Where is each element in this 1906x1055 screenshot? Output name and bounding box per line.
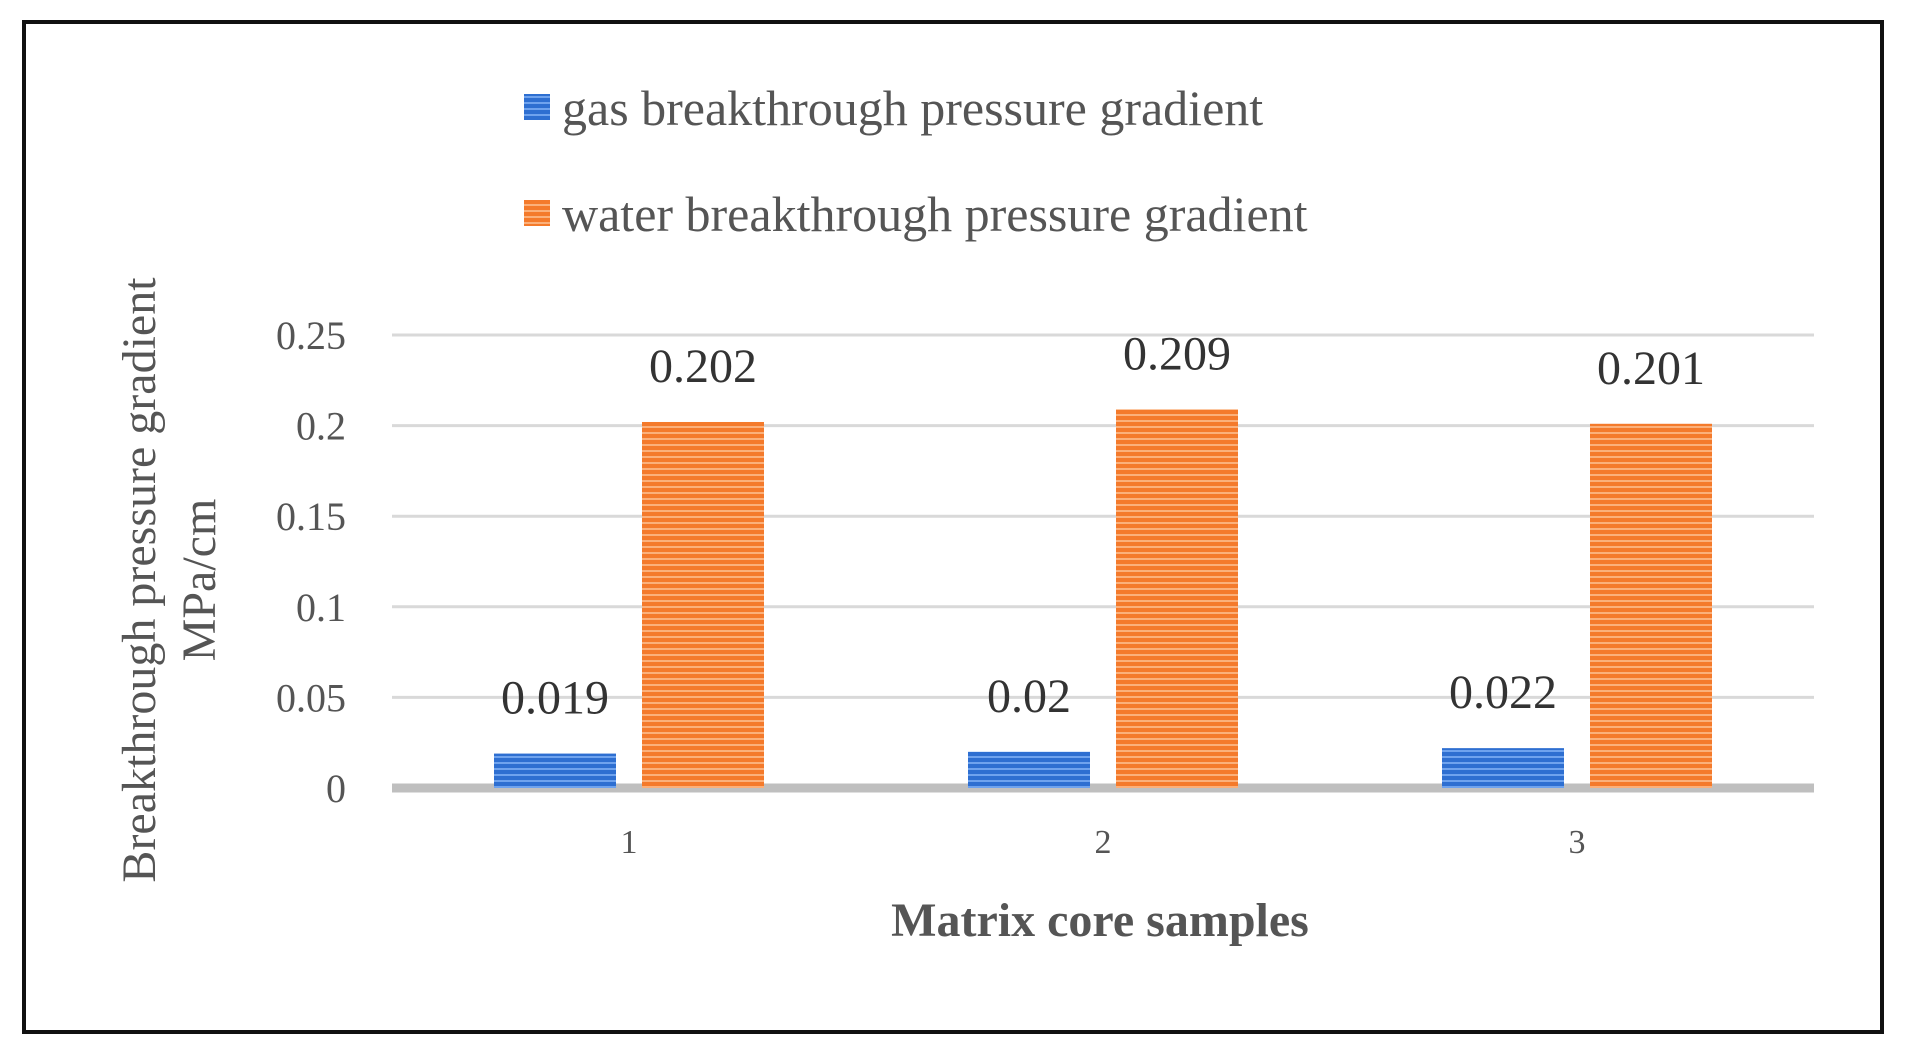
y-axis-title: Breakthrough pressure gradient MPa/cm — [113, 277, 226, 883]
data-label-water-3: 0.201 — [1597, 342, 1705, 395]
legend-label-gas: gas breakthrough pressure gradient — [562, 80, 1263, 136]
legend-swatch-gas — [524, 94, 550, 120]
bar-water-1 — [642, 421, 764, 788]
y-tick-label: 0.1 — [296, 585, 346, 630]
data-label-water-1: 0.202 — [649, 340, 757, 393]
bar-water-2 — [1116, 409, 1238, 788]
legend-item-water: water breakthrough pressure gradient — [524, 186, 1308, 242]
bar-gas-2 — [968, 751, 1090, 788]
data-label-gas-1: 0.019 — [501, 672, 609, 725]
data-label-gas-3: 0.022 — [1449, 666, 1557, 719]
legend: gas breakthrough pressure gradient water… — [524, 80, 1308, 242]
x-axis-ticks: 1 2 3 — [621, 824, 1586, 861]
y-axis-title-line-1: Breakthrough pressure gradient — [113, 277, 166, 883]
chart-frame — [22, 20, 1884, 1034]
gridlines — [392, 333, 1814, 793]
y-axis-ticks: 0 0.05 0.1 0.15 0.2 0.25 — [276, 313, 346, 811]
data-labels: 0.019 0.202 0.02 0.209 0.022 0.201 — [501, 327, 1705, 724]
bar-water-3 — [1590, 423, 1712, 788]
data-label-gas-2: 0.02 — [987, 670, 1071, 723]
x-tick-label: 3 — [1569, 824, 1586, 861]
bar-gas-3 — [1442, 748, 1564, 788]
y-tick-label: 0.2 — [296, 404, 346, 449]
y-tick-label: 0 — [326, 766, 346, 811]
x-tick-label: 1 — [621, 824, 638, 861]
legend-label-water: water breakthrough pressure gradient — [562, 186, 1308, 242]
y-tick-label: 0.25 — [276, 313, 346, 358]
data-label-water-2: 0.209 — [1123, 327, 1231, 380]
y-tick-label: 0.15 — [276, 494, 346, 539]
legend-swatch-water — [524, 200, 550, 226]
x-tick-label: 2 — [1095, 824, 1112, 861]
bars — [494, 409, 1712, 788]
y-tick-label: 0.05 — [276, 675, 346, 720]
x-axis-title: Matrix core samples — [891, 894, 1309, 947]
y-axis-title-line-2: MPa/cm — [173, 499, 226, 662]
legend-item-gas: gas breakthrough pressure gradient — [524, 80, 1263, 136]
bar-gas-1 — [494, 753, 616, 788]
